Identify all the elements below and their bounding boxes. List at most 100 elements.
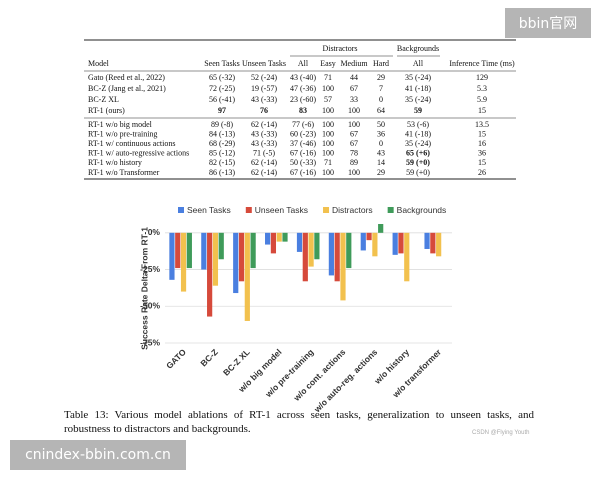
x-tick-label: BC-Z XL (221, 347, 252, 378)
table-cell: 100 (322, 120, 334, 129)
bar (378, 224, 384, 233)
table-cell: 35 (-24) (405, 73, 431, 82)
table-cell: 100 (322, 106, 334, 115)
table-cell: 36 (377, 129, 385, 138)
bar (238, 232, 245, 282)
bar (276, 232, 282, 242)
bar (270, 232, 277, 254)
table-cell: 64 (377, 106, 385, 115)
table-cell: 72 (-25) (209, 84, 235, 93)
watermark: bbin官网 (505, 8, 591, 38)
table-cell: 100 (322, 139, 334, 148)
table-cell: 62 (-14) (251, 168, 277, 177)
bar (436, 232, 442, 257)
bar (218, 232, 224, 260)
table-cell: 13.5 (475, 120, 489, 129)
table-cell: 41 (-18) (405, 84, 431, 93)
x-tick-label: BC-Z (198, 347, 219, 368)
table-cell: 5.9 (477, 95, 487, 104)
table-cell: 83 (299, 106, 307, 115)
table-cell: 33 (350, 95, 358, 104)
table-cell: 19 (-57) (251, 84, 277, 93)
table-cell: 59 (414, 106, 422, 115)
table-cell: 52 (-24) (251, 73, 277, 82)
legend-label: Seen Tasks (187, 205, 231, 215)
table-cell: 67 (350, 129, 358, 138)
table-cell: 7 (379, 84, 383, 93)
table-cell: 15 (478, 106, 486, 115)
column-header: Inference Time (ms) (449, 59, 515, 68)
y-axis-label: Success Rate Delta From RT-1 (139, 227, 149, 350)
group-header: Backgrounds (397, 44, 439, 53)
table-cell: 0 (379, 95, 383, 104)
table-cell: 78 (350, 149, 358, 158)
table-cell: 37 (-46) (290, 139, 316, 148)
bar (169, 232, 175, 280)
table-cell: 100 (348, 120, 360, 129)
legend-label: Backgrounds (397, 205, 447, 215)
legend-swatch (245, 207, 252, 213)
bar (430, 232, 436, 254)
bar (201, 232, 207, 270)
legend-label: Distractors (332, 205, 373, 215)
table-cell: 43 (-33) (251, 139, 277, 148)
table-cell: RT-1 w/o big model (88, 120, 153, 129)
table-cell: 0 (379, 139, 383, 148)
table-cell: 15 (478, 129, 486, 138)
table-cell: BC-Z XL (88, 95, 119, 104)
table-cell: 43 (-33) (251, 95, 277, 104)
column-header: Unseen Tasks (242, 59, 286, 68)
bar (212, 232, 219, 286)
bar (308, 232, 314, 267)
column-header: Model (88, 59, 110, 68)
column-header: Medium (340, 59, 368, 68)
legend-swatch (323, 207, 330, 213)
table-cell: 60 (-23) (290, 129, 316, 138)
column-header: Hard (373, 59, 389, 68)
legend-swatch (387, 207, 394, 213)
table-cell: 67 (350, 139, 358, 148)
table-cell: 23 (-60) (290, 95, 316, 104)
table-cell: 53 (-6) (407, 120, 429, 129)
caption: Table 13: Various model ablations of RT-… (64, 409, 534, 435)
bar (314, 232, 320, 260)
table-cell: 59 (+0) (406, 158, 430, 167)
bar (244, 232, 250, 321)
table-cell: 35 (-24) (405, 139, 431, 148)
credit: CSDN @Flying Youth (472, 430, 530, 436)
table-cell: 100 (348, 168, 360, 177)
y-tick-label: -50% (140, 301, 160, 311)
bar (282, 232, 288, 242)
table-cell: 15 (478, 158, 486, 167)
bar (302, 232, 308, 282)
y-tick-label: -75% (140, 337, 160, 347)
table-cell: 16 (478, 139, 486, 148)
table-cell: 56 (-41) (209, 95, 235, 104)
bar (404, 232, 410, 282)
column-header: All (413, 59, 424, 68)
x-tick-label: w/o auto-reg. actions (311, 347, 379, 415)
bar (392, 232, 398, 255)
y-tick-label: 0% (148, 227, 161, 237)
table-cell: RT-1 (ours) (88, 106, 125, 115)
watermark: cnindex-bbin.com.cn (10, 440, 186, 470)
table-cell: 97 (218, 106, 226, 115)
legend-label: Unseen Tasks (255, 205, 308, 215)
bar (175, 232, 181, 269)
table-cell: 100 (322, 84, 334, 93)
y-tick-label: -25% (140, 264, 160, 274)
bar (265, 232, 271, 245)
table-cell: 100 (322, 168, 334, 177)
bar (296, 232, 303, 252)
bar (233, 232, 239, 294)
table-cell: 44 (350, 73, 358, 82)
bar (424, 232, 430, 249)
table-cell: RT-1 w/o pre-training (88, 129, 157, 138)
column-header: All (298, 59, 309, 68)
table-cell: 26 (478, 168, 486, 177)
bar (180, 232, 187, 292)
group-header: Distractors (322, 44, 357, 53)
table-cell: RT-1 w/ continuous actions (88, 139, 175, 148)
